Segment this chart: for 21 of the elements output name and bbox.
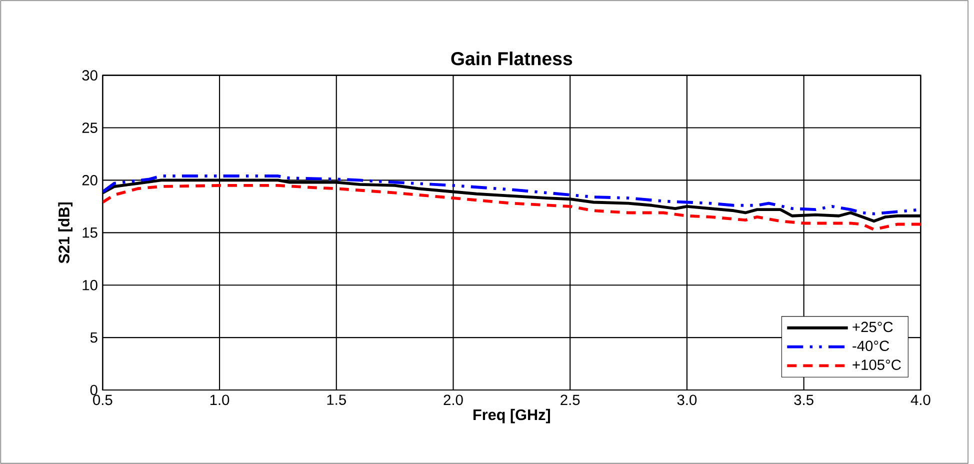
x-tick-label: 0.5 [93, 394, 112, 406]
y-axis-title: S21 [dB] [58, 202, 72, 264]
y-tick-label: 0 [90, 384, 98, 396]
x-tick-label: 1.0 [210, 394, 230, 406]
y-tick-label: 15 [82, 228, 98, 238]
y-tick-label: 10 [82, 280, 98, 290]
legend-label: -40°C [852, 340, 890, 352]
x-tick-label: 3.0 [677, 394, 697, 406]
x-tick-label: 4.0 [910, 394, 930, 406]
x-tick-label: 2.0 [444, 394, 463, 406]
y-tick-label: 5 [90, 332, 98, 343]
y-tick-label: 25 [82, 122, 98, 133]
x-tick-label: 2.5 [560, 394, 580, 406]
legend-label: +25°C [852, 322, 893, 332]
y-tick-label: 30 [82, 70, 98, 81]
chart-title: Gain Flatness [451, 52, 572, 66]
x-tick-label: 1.5 [327, 394, 346, 405]
legend-label: +105°C [852, 360, 901, 370]
x-axis-title: Freq [GHz] [474, 408, 550, 424]
x-tick-label: 3.5 [794, 394, 814, 406]
y-tick-label: 20 [82, 175, 98, 186]
